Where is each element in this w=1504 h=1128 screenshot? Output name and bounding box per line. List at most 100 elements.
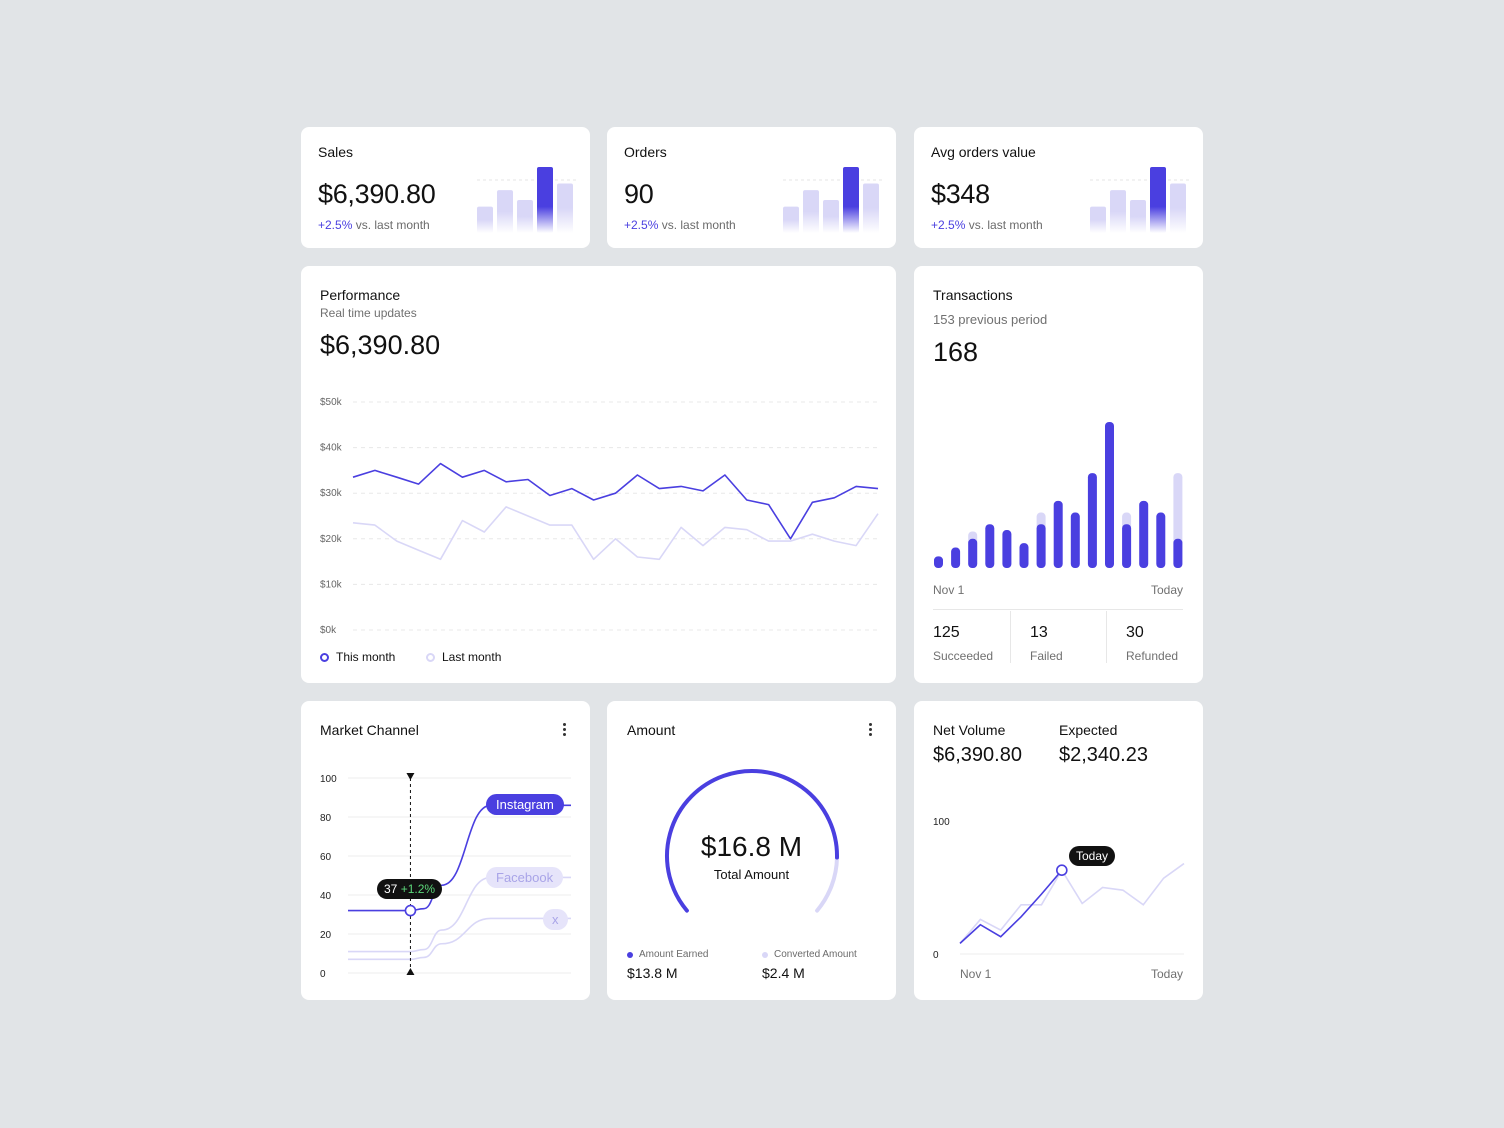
y-tick-label: 80 [320, 813, 332, 824]
gauge-earned-arc [665, 768, 840, 913]
kpi-sparkline [783, 167, 883, 233]
kpi-value: $6,390.80 [318, 179, 436, 209]
kpi-delta-suffix: vs. last month [355, 218, 430, 232]
kpi-delta: +2.5% vs. last month [624, 218, 736, 232]
more-options-icon[interactable] [864, 723, 876, 737]
performance-card: Performance Real time updates $6,390.80 … [301, 266, 896, 683]
transactions-title: Transactions [933, 287, 1013, 303]
net-volume-chart: 100 0 [933, 817, 1185, 961]
market-channel-card: Market Channel 0 20 40 60 80 100 37 +1.2% Ins… [301, 701, 590, 1000]
y-tick-label: 100 [933, 817, 950, 828]
legend-dot-icon [320, 652, 329, 662]
marker-point [404, 904, 417, 917]
net-volume-value: $6,390.80 [933, 744, 1022, 766]
kpi-card-orders: Orders 90 +2.5% vs. last month [607, 127, 896, 248]
y-tick-label: 100 [320, 774, 337, 785]
legend-dot-icon [762, 951, 768, 958]
sparkline-bar [477, 206, 493, 233]
kpi-title: Sales [318, 144, 354, 160]
marker-top-icon [406, 773, 415, 780]
kpi-delta-suffix: vs. last month [968, 218, 1043, 232]
y-tick-label: $10k [320, 579, 343, 590]
legend-label: Amount Earned [639, 949, 709, 960]
series-expected [959, 862, 1185, 944]
legend-this-month[interactable]: This month [320, 650, 395, 664]
instagram-label[interactable]: Instagram [486, 794, 564, 815]
kpi-delta: +2.5% vs. last month [931, 218, 1043, 232]
more-options-icon[interactable] [558, 723, 570, 737]
marker-bottom-icon [406, 968, 415, 975]
x-axis-start: Nov 1 [933, 583, 965, 597]
sparkline-bar [823, 200, 839, 233]
gauge-label: Total Amount [713, 867, 790, 882]
performance-subtitle: Real time updates [320, 306, 417, 320]
market-channel-chart: 0 20 40 60 80 100 [320, 773, 571, 980]
tooltip-delta: +1.2% [400, 882, 436, 896]
transactions-subtitle: 153 previous period [933, 312, 1048, 327]
legend-converted-amount: Converted Amount $2.4 M [762, 949, 857, 981]
legend-value: $13.8 M [627, 965, 678, 981]
stat-refunded: 30 Refunded [1126, 624, 1178, 663]
sparkline-bar [1090, 206, 1106, 233]
kpi-title: Orders [624, 144, 667, 160]
stat-divider [1010, 611, 1011, 663]
legend-amount-earned: Amount Earned $13.8 M [627, 949, 709, 981]
x-axis-end: Today [1150, 967, 1183, 981]
y-tick-label: 60 [320, 852, 332, 863]
sparkline-bar [557, 183, 573, 233]
x-label[interactable]: X [543, 909, 568, 930]
market-title: Market Channel [320, 722, 419, 738]
stat-divider [1106, 611, 1107, 663]
kpi-title: Avg orders value [931, 144, 1036, 160]
transactions-card: Transactions 153 previous period 168 Nov… [914, 266, 1203, 683]
sparkline-bar [517, 200, 533, 233]
sparkline-bar [863, 183, 879, 233]
bar-current [1173, 538, 1183, 568]
sparkline-bar [803, 190, 819, 233]
sparkline-bar [1110, 190, 1126, 233]
y-tick-label: $20k [320, 534, 343, 545]
transactions-chart [934, 422, 1183, 568]
stat-succeeded: 125 Succeeded [933, 624, 993, 663]
legend-last-month[interactable]: Last month [426, 650, 501, 664]
sparkline-bar [1150, 167, 1166, 233]
amount-card: Amount $16.8 M Total Amount Amount Earne… [607, 701, 896, 1000]
market-tooltip: 37 +1.2% [377, 879, 443, 899]
y-tick-label: 40 [320, 891, 332, 902]
kpi-delta-suffix: vs. last month [661, 218, 736, 232]
legend-dot-icon [426, 652, 435, 662]
stat-value: 125 [933, 624, 960, 641]
stat-label: Failed [1030, 649, 1063, 663]
kpi-delta-percent: +2.5% [931, 218, 966, 232]
y-tick-label: 0 [933, 950, 939, 961]
series-net-volume [959, 869, 1063, 944]
series-this-month [352, 462, 879, 540]
series-last-month [352, 506, 879, 561]
kpi-sparkline [1090, 167, 1190, 233]
bar-current [951, 547, 961, 568]
kpi-delta: +2.5% vs. last month [318, 218, 430, 232]
y-tick-label: $0k [320, 625, 337, 636]
sparkline-bar [783, 206, 799, 233]
stat-value: 30 [1126, 624, 1144, 641]
legend-value: $2.4 M [762, 965, 805, 981]
facebook-label[interactable]: Facebook [486, 867, 564, 888]
x-axis-end: Today [1150, 583, 1183, 597]
sparkline-bar [537, 167, 553, 233]
kpi-value: $348 [931, 179, 990, 209]
legend-label: Last month [442, 650, 502, 664]
transactions-value: 168 [933, 337, 979, 367]
transactions-divider [933, 609, 1183, 610]
expected-value: $2,340.23 [1059, 744, 1148, 766]
net-volume-tooltip: Today [1069, 846, 1116, 866]
today-point [1056, 864, 1068, 877]
kpi-card-sales: Sales $6,390.80 +2.5% vs. last month [301, 127, 590, 248]
bar-current [1070, 512, 1080, 568]
sparkline-bar [1130, 200, 1146, 233]
stat-label: Refunded [1126, 649, 1179, 663]
net-volume-title: Net Volume [933, 722, 1006, 738]
legend-label: This month [336, 650, 396, 664]
performance-title: Performance [320, 287, 401, 303]
performance-value: $6,390.80 [320, 330, 441, 360]
bar-current [1122, 524, 1132, 568]
